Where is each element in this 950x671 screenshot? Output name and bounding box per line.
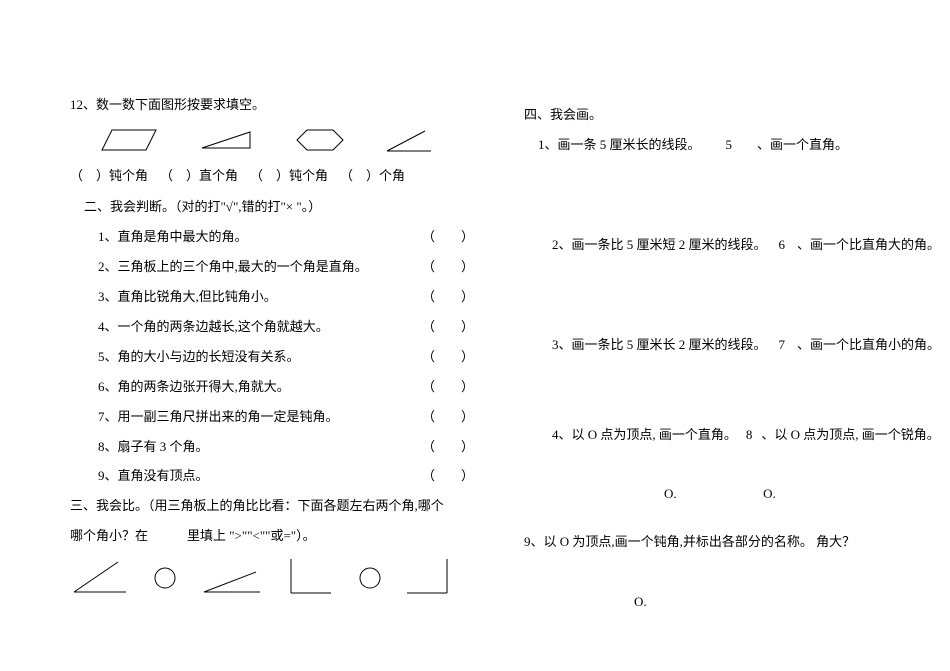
judge-text: 5、角的大小与边的长短没有关系。 [98,342,404,372]
section3-shapes [70,551,484,601]
section2-heading: 二、我会判断。（对的打"√",错的打"× "。） [70,192,484,222]
q4-3b: 、画一个比直角小的角。 [797,337,940,352]
judge-text: 3、直角比锐角大,但比钝角小。 [98,282,404,312]
judge-text: 8、扇子有 3 个角。 [98,432,404,462]
q4-3b-num: 7 [770,330,794,360]
spacer-1 [524,160,940,230]
judge-item-5: 5、角的大小与边的长短没有关系。 （ ） [70,342,484,372]
right-column: 四、我会画。 1、画一条 5 厘米长的线段。 5 、画一个直角。 2、画一条比 … [494,0,950,671]
parallelogram-icon [100,126,160,154]
q4-4a: 4、以 O 点为顶点, 画一个直角。 [552,427,737,442]
q12-label-3: （ ）钝个角 [250,160,328,193]
q4-4: 4、以 O 点为顶点, 画一个直角。 8 、以 O 点为顶点, 画一个锐角。 [524,420,940,450]
judge-paren: （ ） [404,252,474,282]
judge-item-2: 2、三角板上的三个角中,最大的一个角是直角。 （ ） [70,252,484,282]
right-angle-1-icon [285,555,335,597]
q4-2b: 、画一个比直角大的角。 [797,237,940,252]
q4-4b: 、以 O 点为顶点, 画一个锐角。 [761,427,939,442]
judge-item-9: 9、直角没有顶点。 （ ） [70,461,484,491]
circle-1-icon [150,556,180,596]
judge-text: 6、角的两条边张开得大,角就大。 [98,372,404,402]
judge-paren: （ ） [404,342,474,372]
judge-text: 9、直角没有顶点。 [98,461,404,491]
judge-item-6: 6、角的两条边张开得大,角就大。 （ ） [70,372,484,402]
o-points-row: O. O. [524,479,940,509]
o-point-1: O. [664,486,677,501]
judge-paren: （ ） [404,461,474,491]
q12-label-2: （ ）直个角 [160,160,238,193]
angle-2-icon [200,556,265,596]
judge-item-1: 1、直角是角中最大的角。 （ ） [70,222,484,252]
spacer-5 [524,509,940,527]
q4-3a: 3、画一条比 5 厘米长 2 厘米的线段。 [552,337,767,352]
left-column: 12、数一数下面图形按要求填空。 （ ）钝个角 （ ）直个角 [0,0,494,671]
judge-paren: （ ） [404,282,474,312]
judge-text: 4、一个角的两条边越长,这个角就越大。 [98,312,404,342]
judge-text: 2、三角板上的三个角中,最大的一个角是直角。 [98,252,404,282]
right-triangle-icon [200,126,255,154]
judge-item-7: 7、用一副三角尺拼出来的角一定是钝角。 （ ） [70,402,484,432]
spacer-3 [524,360,940,420]
q4-3: 3、画一条比 5 厘米长 2 厘米的线段。 7 、画一个比直角小的角。 [524,330,940,360]
judge-item-3: 3、直角比锐角大,但比钝角小。 （ ） [70,282,484,312]
q4-2a: 2、画一条比 5 厘米短 2 厘米的线段。 [552,237,767,252]
q4-1: 1、画一条 5 厘米长的线段。 5 、画一个直角。 [524,130,940,160]
worksheet-page: 12、数一数下面图形按要求填空。 （ ）钝个角 （ ）直个角 [0,0,950,671]
o-point-2: O. [763,486,776,501]
judge-paren: （ ） [404,222,474,252]
judge-paren: （ ） [404,432,474,462]
q12-label-4: （ ）个角 [340,160,405,193]
spacer-4 [524,449,940,479]
q4-1b-num: 5 [704,130,754,160]
judge-paren: （ ） [404,402,474,432]
judge-paren: （ ） [404,372,474,402]
judge-item-8: 8、扇子有 3 个角。 （ ） [70,432,484,462]
q12-blanks: （ ）钝个角 （ ）直个角 （ ）钝个角 （ ）个角 [70,160,484,193]
judge-text: 1、直角是角中最大的角。 [98,222,404,252]
o-point-row-2: O. [524,587,940,617]
section3-heading: 三、我会比。（用三角板上的角比比看：下面各题左右两个角,哪个 [70,491,484,521]
q4-1b: 、画一个直角。 [757,137,848,152]
q4-2: 2、画一条比 5 厘米短 2 厘米的线段。 6 、画一个比直角大的角。 [524,230,940,260]
judge-item-4: 4、一个角的两条边越长,这个角就越大。 （ ） [70,312,484,342]
judge-text: 7、用一副三角尺拼出来的角一定是钝角。 [98,402,404,432]
q4-1a: 1、画一条 5 厘米长的线段。 [538,137,701,152]
section3-heading2: 哪个角小？在 里填上 ">""<""或="）。 [70,521,484,551]
q12-shapes [70,120,484,160]
o-point-3: O. [634,594,647,609]
angle-1-icon [70,556,130,596]
q4-4b-num: 8 [740,420,758,450]
spacer-2 [524,260,940,330]
acute-angle-icon [385,125,435,155]
q12-label-1: （ ）钝个角 [70,160,148,193]
q4-2b-num: 6 [770,230,794,260]
q12-title: 12、数一数下面图形按要求填空。 [70,90,484,120]
circle-2-icon [355,556,385,596]
section4-heading: 四、我会画。 [524,100,940,130]
spacer-6 [524,557,940,587]
judge-paren: （ ） [404,312,474,342]
hexagon-icon [295,126,345,154]
right-angle-2-icon [405,555,455,597]
q4-9: 9、以 O 为顶点,画一个钝角,并标出各部分的名称。 角大？ [524,527,940,557]
